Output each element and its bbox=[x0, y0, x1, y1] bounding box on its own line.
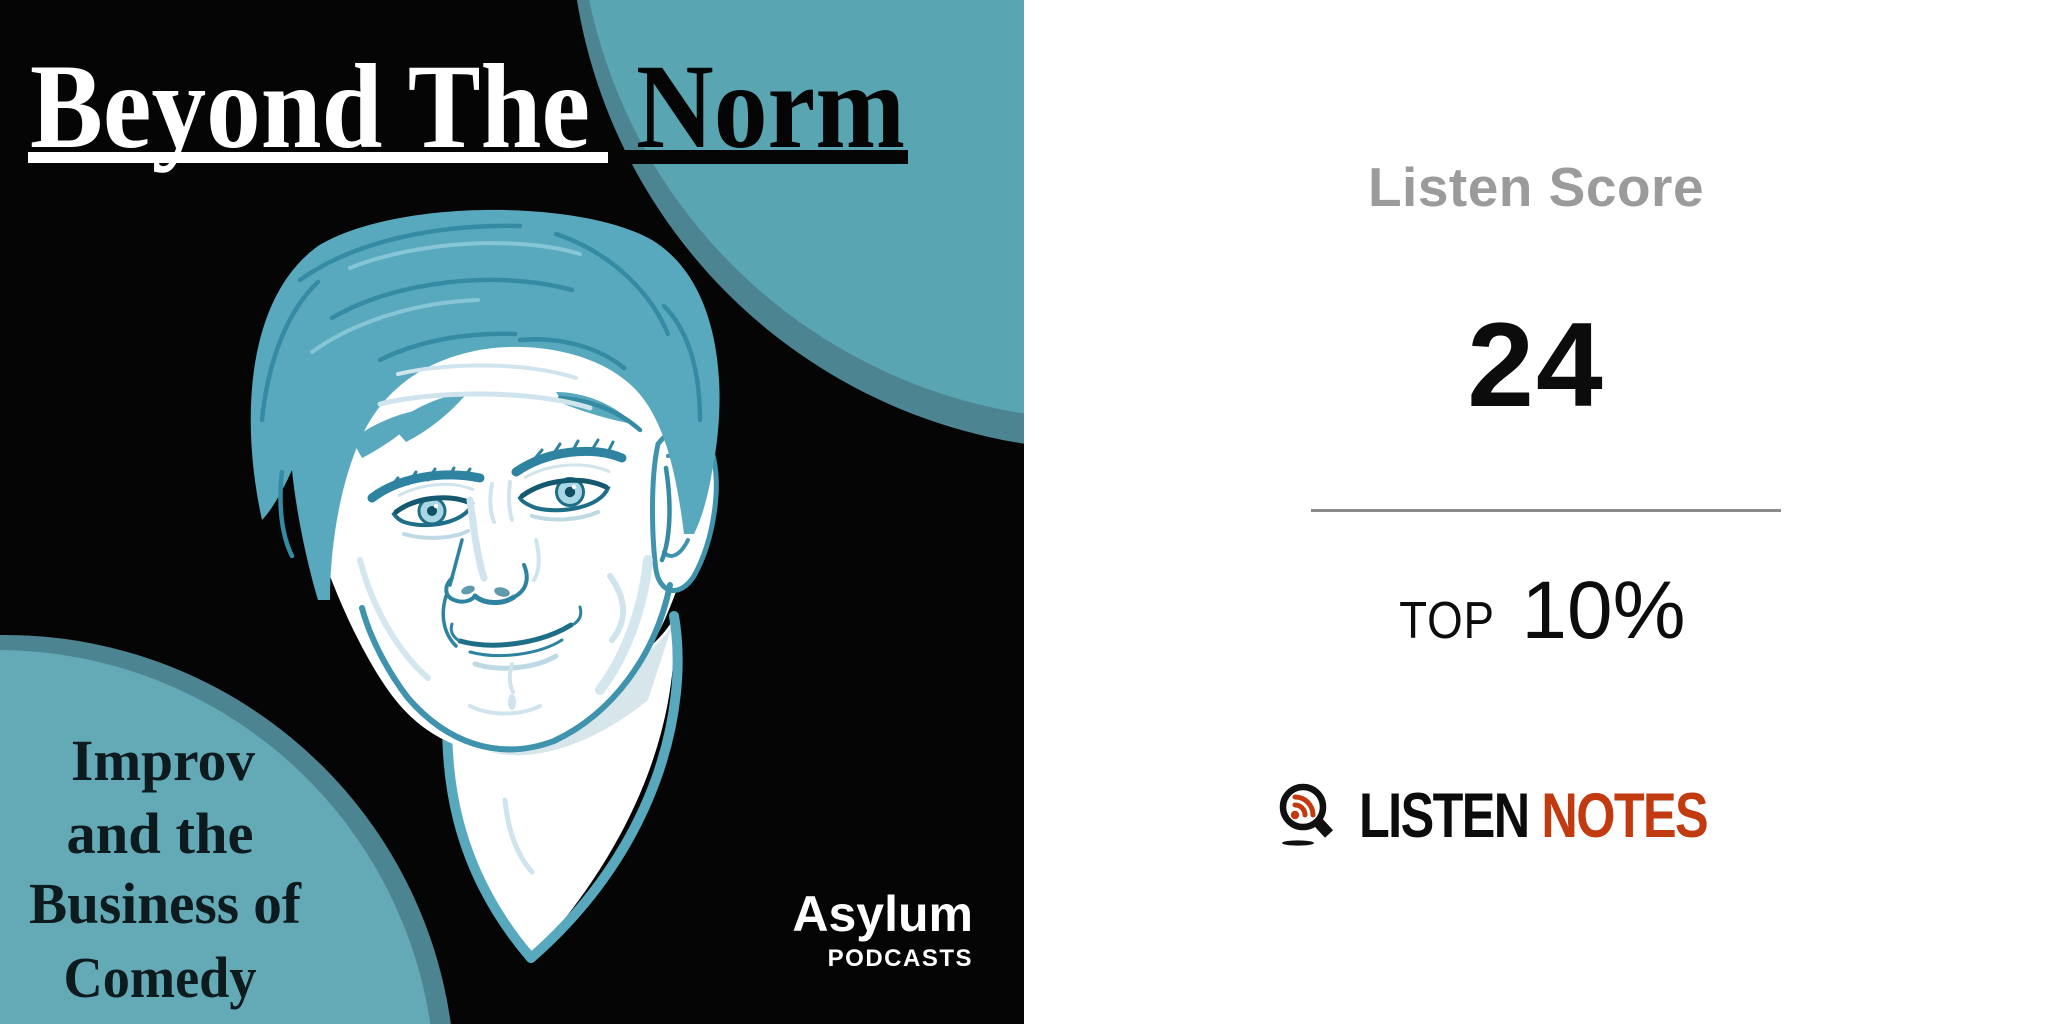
portrait-illustration bbox=[250, 209, 720, 963]
listen-notes-logo-link[interactable]: LISTEN NOTES bbox=[1024, 780, 2048, 852]
podcast-cover-art: Beyond The Norm Improv and the Business … bbox=[0, 0, 1024, 1024]
mouth bbox=[441, 573, 627, 716]
cheek-shading bbox=[357, 555, 653, 695]
publisher-name: Asylum bbox=[792, 886, 973, 942]
hair-strokes bbox=[259, 223, 703, 563]
tagline-line: and the bbox=[67, 801, 254, 866]
magnifier-rss-icon bbox=[1280, 783, 1334, 846]
tagline-line: Improv bbox=[71, 728, 255, 793]
brand-word-notes: NOTES bbox=[1541, 780, 1709, 851]
publisher-logo: Asylum PODCASTS bbox=[792, 886, 973, 972]
eyebrows bbox=[367, 438, 627, 503]
listen-score-heading: Listen Score bbox=[1367, 156, 1705, 218]
cover-illustration: Beyond The Norm Improv and the Business … bbox=[0, 0, 1024, 1024]
listen-score-panel: Listen Score 24 TOP 10% LISTEN NOTES bbox=[1024, 0, 2048, 1024]
forehead-creases bbox=[377, 363, 593, 524]
hair bbox=[250, 209, 720, 600]
tagline-line: Comedy bbox=[64, 945, 257, 1010]
eyes bbox=[391, 463, 611, 540]
listen-score-value: 24 bbox=[1467, 298, 1605, 432]
title-underline-black bbox=[612, 150, 908, 164]
publisher-label: PODCASTS bbox=[828, 945, 973, 972]
rank-row: TOP 10% bbox=[1024, 570, 2048, 652]
brand-wordmark: LISTEN NOTES bbox=[1359, 784, 1709, 848]
cover-title: Beyond The Norm bbox=[28, 40, 908, 174]
title-part-white: Beyond The bbox=[30, 40, 590, 174]
tagline-line: Business of bbox=[29, 871, 302, 936]
collar-right-edge bbox=[526, 611, 683, 963]
hair-highlights bbox=[310, 241, 582, 354]
rank-value: 10% bbox=[1521, 565, 1686, 656]
divider-line bbox=[1311, 509, 1781, 512]
nose bbox=[444, 496, 541, 605]
brand-word-listen: LISTEN bbox=[1359, 780, 1530, 851]
top-right-circle bbox=[577, 0, 1024, 444]
cover-tagline: Improv and the Business of Comedy bbox=[29, 728, 302, 1010]
bottom-left-circle bbox=[0, 635, 451, 1024]
rank-label: TOP bbox=[1399, 592, 1496, 650]
jaw-line bbox=[359, 582, 673, 753]
title-underline-white bbox=[28, 152, 608, 163]
